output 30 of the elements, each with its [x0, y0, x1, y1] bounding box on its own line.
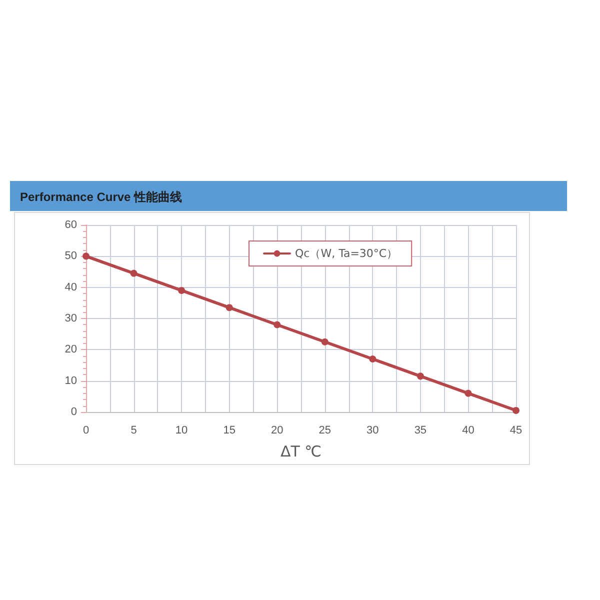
point: [416, 372, 424, 380]
x-tick-label: 0: [82, 424, 90, 436]
y-tick-label: 0: [70, 406, 77, 418]
x-tick-label: 25: [318, 424, 332, 436]
y-tick-label: 30: [64, 312, 77, 324]
point: [512, 406, 520, 414]
point: [226, 304, 233, 312]
x-tick-label: 10: [175, 424, 188, 436]
point: [130, 270, 138, 277]
point: [369, 356, 376, 363]
x-tick-label: 40: [462, 424, 474, 436]
point: [178, 286, 186, 294]
x-tick-label: 45: [510, 424, 522, 436]
x-tick-label: 30: [366, 424, 379, 436]
point: [464, 390, 472, 397]
point: [82, 252, 90, 260]
y-tick-label: 50: [64, 250, 77, 262]
y-tick-label: 60: [64, 219, 77, 231]
x-tick-label: 5: [130, 424, 137, 436]
y-tick-label: 20: [64, 344, 77, 356]
point: [321, 338, 328, 346]
legend-label: Qc（W, Ta=30°C）: [295, 247, 398, 260]
point: [274, 321, 281, 328]
y-tick-label: 40: [64, 281, 77, 294]
y-tick-label: 10: [64, 374, 77, 387]
x-tick-label: 20: [270, 424, 284, 436]
chart-title: Performance Curve 性能曲线: [20, 189, 182, 206]
x-tick-label: 15: [223, 424, 236, 436]
x-axis-title: ΔT ℃: [280, 442, 322, 460]
x-tick-label: 35: [414, 424, 427, 436]
